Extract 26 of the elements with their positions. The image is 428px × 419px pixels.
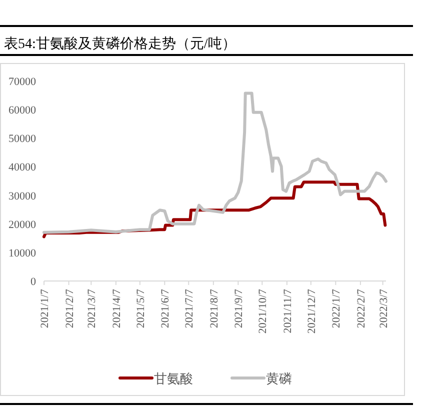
- y-tick-label: 60000: [8, 104, 36, 117]
- x-tick-label: 2022/2/7: [355, 288, 368, 328]
- x-tick-label: 2021/8/7: [208, 288, 220, 328]
- chart-title: 表54:甘氨酸及黄磷价格走势（元/吨）: [4, 36, 236, 52]
- y-tick-label: 20000: [8, 218, 36, 231]
- x-tick-label: 2021/6/7: [160, 288, 172, 328]
- x-tick-label: 2021/10/7: [257, 288, 270, 334]
- x-tick-label: 2021/5/7: [134, 288, 147, 328]
- y-tick-label: 0: [30, 276, 36, 288]
- x-tick-label: 2021/1/7: [39, 288, 51, 328]
- y-tick-label: 10000: [8, 247, 36, 260]
- x-tick-label: 2022/1/7: [330, 288, 343, 328]
- x-tick-label: 2021/12/7: [306, 288, 318, 334]
- x-tick-label: 2021/3/7: [86, 288, 98, 328]
- legend-label: 甘氨酸: [154, 371, 193, 386]
- x-tick-label: 2021/9/7: [233, 288, 246, 328]
- x-tick-label: 2021/7/7: [184, 288, 196, 328]
- y-tick-label: 30000: [8, 190, 36, 202]
- y-tick-label: 40000: [8, 162, 36, 174]
- y-tick-label: 70000: [8, 76, 36, 88]
- x-tick-label: 2022/3/7: [378, 288, 390, 328]
- legend-label: 黄磷: [266, 371, 292, 386]
- x-tick-label: 2021/2/7: [64, 288, 76, 328]
- x-tick-label: 2021/11/7: [282, 288, 294, 334]
- x-tick-label: 2021/4/7: [110, 288, 123, 328]
- y-tick-label: 50000: [8, 133, 36, 146]
